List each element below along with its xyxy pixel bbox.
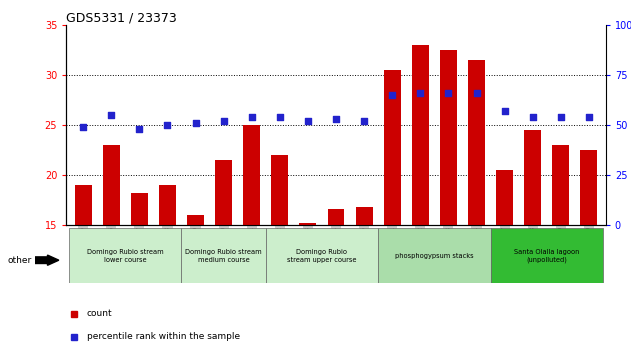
Point xyxy=(331,116,341,122)
Point xyxy=(218,118,228,124)
Point xyxy=(162,122,172,128)
Bar xyxy=(215,160,232,225)
Point xyxy=(584,114,594,120)
Bar xyxy=(131,193,148,225)
Point xyxy=(106,112,116,118)
FancyArrow shape xyxy=(35,255,59,265)
Bar xyxy=(182,228,266,283)
Bar xyxy=(581,150,598,225)
Point xyxy=(134,126,144,132)
Point xyxy=(471,90,481,96)
Point xyxy=(78,124,88,130)
Bar xyxy=(266,228,378,283)
Bar xyxy=(468,60,485,225)
Point xyxy=(556,114,566,120)
Bar xyxy=(244,125,260,225)
Bar xyxy=(552,145,569,225)
Point xyxy=(359,118,369,124)
Point xyxy=(191,120,201,126)
Text: phosphogypsum stacks: phosphogypsum stacks xyxy=(395,253,474,259)
Bar xyxy=(327,209,345,225)
Bar xyxy=(356,207,372,225)
Bar xyxy=(69,228,182,283)
Bar xyxy=(524,130,541,225)
Bar xyxy=(384,70,401,225)
Bar xyxy=(159,185,176,225)
Point xyxy=(500,108,510,114)
Bar xyxy=(271,155,288,225)
Point xyxy=(387,92,398,98)
Bar xyxy=(378,228,490,283)
Text: Domingo Rubio stream
medium course: Domingo Rubio stream medium course xyxy=(186,249,262,263)
Bar xyxy=(490,228,603,283)
Bar xyxy=(412,45,428,225)
Point xyxy=(444,90,454,96)
Bar xyxy=(496,170,513,225)
Point xyxy=(274,114,285,120)
Point xyxy=(528,114,538,120)
Text: count: count xyxy=(86,309,112,318)
Text: Domingo Rubio
stream upper course: Domingo Rubio stream upper course xyxy=(287,249,357,263)
Text: Domingo Rubio stream
lower course: Domingo Rubio stream lower course xyxy=(87,249,163,263)
Point xyxy=(303,118,313,124)
Text: Santa Olalla lagoon
(unpolluted): Santa Olalla lagoon (unpolluted) xyxy=(514,249,579,263)
Text: GDS5331 / 23373: GDS5331 / 23373 xyxy=(66,11,177,24)
Bar xyxy=(187,215,204,225)
Text: percentile rank within the sample: percentile rank within the sample xyxy=(86,332,240,341)
Bar xyxy=(103,145,120,225)
Bar xyxy=(74,185,91,225)
Point xyxy=(415,90,425,96)
Point xyxy=(247,114,257,120)
Bar xyxy=(300,223,316,225)
Bar xyxy=(440,50,457,225)
Text: other: other xyxy=(8,256,32,265)
